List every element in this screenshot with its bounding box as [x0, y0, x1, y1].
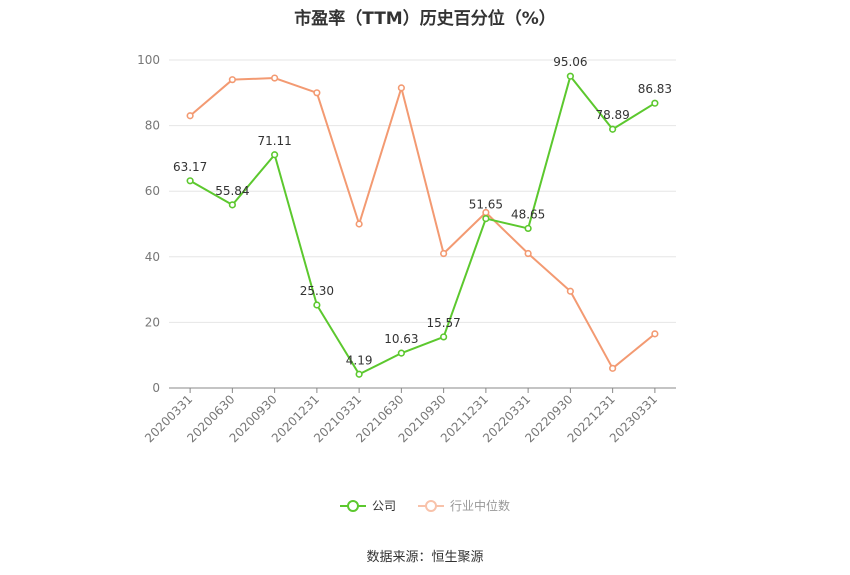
- data-label: 95.06: [553, 55, 587, 69]
- data-point-0: [228, 201, 236, 209]
- data-point-1: [524, 249, 532, 258]
- data-point-1: [609, 364, 617, 372]
- legend-item-company[interactable]: 公司: [339, 497, 396, 514]
- data-label: 4.19: [346, 353, 373, 367]
- data-label: 15.57: [426, 316, 460, 330]
- data-label: 86.83: [638, 82, 672, 96]
- y-tick-label: 80: [145, 119, 160, 133]
- data-point-0: [651, 99, 659, 107]
- data-label: 10.63: [384, 332, 418, 346]
- data-label: 55.84: [215, 184, 249, 198]
- data-point-1: [440, 249, 448, 258]
- data-source: 数据来源：恒生聚源: [366, 550, 484, 565]
- data-point-1: [651, 330, 659, 338]
- data-point-1: [313, 89, 321, 97]
- y-tick-label: 60: [145, 184, 160, 198]
- data-label: 71.11: [257, 134, 291, 148]
- legend-item-industry-median[interactable]: 行业中位数: [418, 497, 510, 514]
- data-point-1: [186, 112, 194, 120]
- x-axis: 2020033120200630202009302020123120210331…: [142, 387, 676, 445]
- legend: 公司 行业中位数: [0, 497, 850, 514]
- data-label: 78.89: [595, 108, 629, 122]
- data-point-1: [355, 220, 363, 228]
- data-point-0: [397, 349, 405, 357]
- data-point-0: [355, 370, 363, 378]
- line-chart: 0 20 40 60 80 100 202003312020063020200930202…: [137, 53, 676, 445]
- y-tick-label: 20: [145, 315, 160, 329]
- y-tick-label: 40: [145, 250, 160, 264]
- chart-title: 市盈率（TTM）历史百分位（%）: [294, 9, 556, 29]
- data-point-0: [440, 333, 448, 341]
- grid-lines: [169, 59, 676, 323]
- legend-swatch-industry-median: [418, 499, 444, 512]
- data-point-0: [609, 125, 617, 133]
- y-tick-label: 0: [152, 381, 160, 395]
- data-point-0: [524, 224, 532, 233]
- data-point-0: [313, 301, 321, 309]
- data-point-1: [566, 287, 574, 295]
- data-point-1: [397, 84, 405, 92]
- data-point-1: [271, 74, 279, 82]
- series-group: [186, 72, 659, 378]
- data-label: 25.30: [300, 284, 334, 298]
- series-line-1: [189, 77, 656, 370]
- y-tick-label: 100: [137, 53, 160, 67]
- data-label: 48.65: [511, 207, 545, 221]
- legend-label-company: 公司: [371, 499, 396, 513]
- data-label: 51.65: [469, 198, 503, 212]
- data-point-0: [482, 214, 490, 223]
- data-point-0: [566, 72, 574, 80]
- series-line-0: [189, 75, 656, 376]
- legend-label-industry-median: 行业中位数: [450, 499, 511, 513]
- legend-swatch-company: [339, 499, 366, 512]
- data-labels: 63.17 55.84 71.11 25.30 4.19 10.63 15.57 51.65 4…: [173, 55, 672, 367]
- y-axis-ticks: 0 20 40 60 80 100: [137, 53, 160, 395]
- data-point-1: [228, 76, 236, 84]
- data-point-0: [271, 151, 279, 159]
- data-label: 63.17: [173, 160, 207, 174]
- data-point-0: [186, 177, 194, 185]
